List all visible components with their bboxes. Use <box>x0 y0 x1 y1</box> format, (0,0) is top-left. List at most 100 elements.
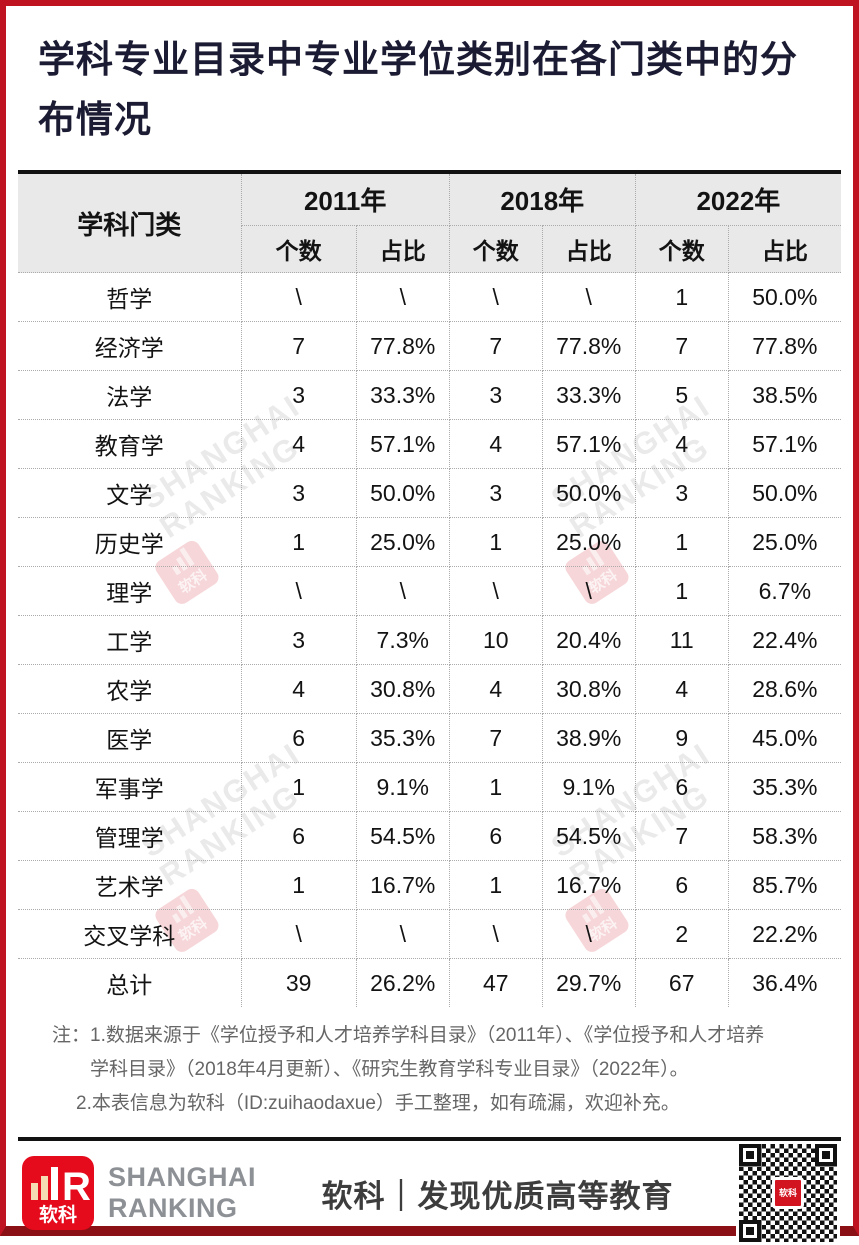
category-cell: 法学 <box>18 370 242 420</box>
value-cell: 54.5% <box>541 811 636 861</box>
value-cell: 3 <box>448 468 543 518</box>
subheader-count: 个数 <box>240 225 357 273</box>
value-cell: 6 <box>240 713 357 763</box>
table-row: 医学 6 35.3% 7 38.9% 9 45.0% <box>18 713 841 763</box>
value-cell: \ <box>541 909 636 959</box>
value-cell: 57.1% <box>355 419 450 469</box>
table-row: 经济学 7 77.8% 7 77.8% 7 77.8% <box>18 321 841 371</box>
value-cell: 1 <box>240 762 357 812</box>
value-cell: 77.8% <box>355 321 450 371</box>
table-row: 理学 \ \ \ \ 1 6.7% <box>18 566 841 616</box>
footnote-1: 1.数据来源于《学位授予和人才培养学科目录》（2011年）、《学位授予和人才培养 <box>90 1025 765 1046</box>
value-cell: 6 <box>634 762 729 812</box>
footnote-label: 注： <box>52 1025 91 1046</box>
value-cell: 22.2% <box>727 909 841 959</box>
subheader-count: 个数 <box>448 225 543 273</box>
qr-finder-icon <box>739 1220 761 1242</box>
value-cell: 25.0% <box>355 517 450 567</box>
value-cell: 25.0% <box>727 517 841 567</box>
category-cell: 教育学 <box>18 419 242 469</box>
value-cell: 54.5% <box>355 811 450 861</box>
distribution-table: 学科门类 2011年 2018年 2022年 个数 占比 个数 占比 个数 占比… <box>18 174 841 1007</box>
footnote-line: 2.本表信息为软科（ID:zuihaodaxue）手工整理，如有疏漏，欢迎补充。 <box>76 1093 680 1114</box>
year-header-2022: 2022年 <box>634 174 841 226</box>
subheader-count: 个数 <box>634 225 729 273</box>
category-cell: 文学 <box>18 468 242 518</box>
svg-text:R: R <box>62 1165 91 1209</box>
table-row: 管理学 6 54.5% 6 54.5% 7 58.3% <box>18 811 841 861</box>
value-cell: 6 <box>448 811 543 861</box>
table-row: 农学 4 30.8% 4 30.8% 4 28.6% <box>18 664 841 714</box>
value-cell: 35.3% <box>727 762 841 812</box>
value-cell: 1 <box>634 517 729 567</box>
category-cell: 艺术学 <box>18 860 242 910</box>
value-cell: 7.3% <box>355 615 450 665</box>
value-cell: 3 <box>240 468 357 518</box>
subheader-share: 占比 <box>355 225 450 273</box>
value-cell: 1 <box>448 762 543 812</box>
subheader-share: 占比 <box>541 225 636 273</box>
qr-code: 软科 <box>736 1141 840 1245</box>
footnote-line: 学科目录》（2018年4月更新）、《研究生教育学科专业目录》（2022年）。 <box>90 1059 689 1080</box>
qr-center-logo-icon: 软科 <box>772 1177 804 1209</box>
category-cell: 管理学 <box>18 811 242 861</box>
value-cell: 1 <box>448 860 543 910</box>
value-cell: 57.1% <box>727 419 841 469</box>
table-body: 哲学 \ \ \ \ 1 50.0% 经济学 7 77.8% 7 77.8% 7 77.8% 法学 3 33.3… <box>18 272 841 1007</box>
table-row: 军事学 1 9.1% 1 9.1% 6 35.3% <box>18 762 841 812</box>
value-cell: 6.7% <box>727 566 841 616</box>
value-cell: 10 <box>448 615 543 665</box>
value-cell: 7 <box>448 321 543 371</box>
value-cell: \ <box>448 566 543 616</box>
value-cell: 4 <box>634 664 729 714</box>
value-cell: 67 <box>634 958 729 1007</box>
value-cell: 29.7% <box>541 958 636 1007</box>
shanghairanking-logo-icon: R 软科 <box>22 1156 94 1230</box>
category-cell: 医学 <box>18 713 242 763</box>
value-cell: 25.0% <box>541 517 636 567</box>
category-cell: 经济学 <box>18 321 242 371</box>
footnotes: 注：1.数据来源于《学位授予和人才培养学科目录》（2011年）、《学位授予和人才… <box>18 1007 841 1137</box>
table-row: 教育学 4 57.1% 4 57.1% 4 57.1% <box>18 419 841 469</box>
value-cell: 50.0% <box>727 468 841 518</box>
value-cell: 1 <box>240 860 357 910</box>
value-cell: 85.7% <box>727 860 841 910</box>
value-cell: 38.5% <box>727 370 841 420</box>
value-cell: 1 <box>448 517 543 567</box>
qr-finder-icon <box>815 1144 837 1166</box>
qr-finder-icon <box>739 1144 761 1166</box>
page-title: 学科专业目录中专业学位类别在各门类中的分 布情况 <box>38 30 823 150</box>
value-cell: \ <box>240 909 357 959</box>
value-cell: \ <box>448 909 543 959</box>
table-header-years-row: 学科门类 2011年 2018年 2022年 <box>18 174 841 273</box>
table-row: 总计 39 26.2% 47 29.7% 67 36.4% <box>18 958 841 1007</box>
table-row: 法学 3 33.3% 3 33.3% 5 38.5% <box>18 370 841 420</box>
category-cell: 哲学 <box>18 272 242 322</box>
footer-slogan: 软科｜发现优质高等教育 <box>321 1178 674 1214</box>
value-cell: 3 <box>240 615 357 665</box>
value-cell: 38.9% <box>541 713 636 763</box>
value-cell: 47 <box>448 958 543 1007</box>
page-title-line1: 学科专业目录中专业学位类别在各门类中的分 <box>38 39 798 80</box>
logo-graphic: R 软科 <box>22 1156 94 1230</box>
value-cell: 3 <box>448 370 543 420</box>
brand-line1: SHANGHAI <box>108 1162 257 1192</box>
page-title-line2: 布情况 <box>38 99 152 140</box>
value-cell: 3 <box>240 370 357 420</box>
value-cell: 30.8% <box>355 664 450 714</box>
brand-line2: RANKING <box>108 1193 238 1223</box>
value-cell: 5 <box>634 370 729 420</box>
value-cell: 6 <box>634 860 729 910</box>
value-cell: 16.7% <box>541 860 636 910</box>
value-cell: 36.4% <box>727 958 841 1007</box>
value-cell: 2 <box>634 909 729 959</box>
category-cell: 历史学 <box>18 517 242 567</box>
data-table-wrapper: 学科门类 2011年 2018年 2022年 个数 占比 个数 占比 个数 占比… <box>18 170 841 1141</box>
value-cell: 11 <box>634 615 729 665</box>
value-cell: 26.2% <box>355 958 450 1007</box>
footnote-line: 注：1.数据来源于《学位授予和人才培养学科目录》（2011年）、《学位授予和人才… <box>18 1019 841 1053</box>
table-row: 艺术学 1 16.7% 1 16.7% 6 85.7% <box>18 860 841 910</box>
value-cell: 57.1% <box>541 419 636 469</box>
value-cell: 28.6% <box>727 664 841 714</box>
